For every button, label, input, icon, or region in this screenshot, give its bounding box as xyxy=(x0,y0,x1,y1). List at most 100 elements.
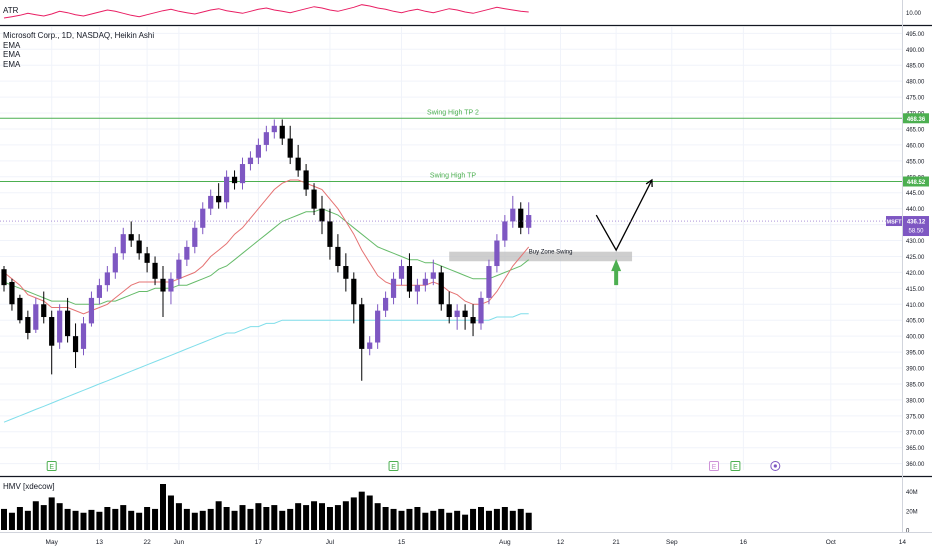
candle-body[interactable] xyxy=(168,278,174,292)
candle-body[interactable] xyxy=(279,125,285,139)
candle-body[interactable] xyxy=(255,144,261,158)
last-price-tag[interactable] xyxy=(903,216,929,237)
candle-body[interactable] xyxy=(414,285,420,292)
candle-body[interactable] xyxy=(239,164,246,184)
candle-body[interactable] xyxy=(152,262,158,279)
candle-body[interactable] xyxy=(446,304,452,318)
candle-body[interactable] xyxy=(25,317,31,333)
level-tag-2[interactable] xyxy=(903,176,929,187)
candle-body[interactable] xyxy=(319,208,325,222)
volume-bar xyxy=(287,508,294,530)
candle-body[interactable] xyxy=(343,266,349,279)
up-arrow-icon[interactable] xyxy=(611,259,622,286)
projection-path[interactable] xyxy=(595,179,653,252)
candle-body[interactable] xyxy=(160,278,166,292)
volume-bar xyxy=(215,501,222,530)
candle-body[interactable] xyxy=(231,176,238,184)
candle-body[interactable] xyxy=(375,310,381,343)
candle-body[interactable] xyxy=(1,269,7,286)
candle-body[interactable] xyxy=(502,221,508,241)
candle-body[interactable] xyxy=(17,297,23,321)
level-tag-1[interactable] xyxy=(903,113,929,124)
candle-body[interactable] xyxy=(295,157,301,171)
candle-body[interactable] xyxy=(390,278,397,298)
volume-bar xyxy=(96,511,103,530)
candle-body[interactable] xyxy=(359,304,365,349)
candle-body[interactable] xyxy=(335,246,341,267)
candle-body[interactable] xyxy=(216,195,222,203)
time-tick: 14 xyxy=(899,539,907,546)
indicator-ema-3[interactable]: EMA xyxy=(3,59,21,69)
symbol-title[interactable]: Microsoft Corp., 1D, NASDAQ, Heikin Ashi xyxy=(3,31,155,40)
candle-body[interactable] xyxy=(271,125,277,133)
candle-body[interactable] xyxy=(454,310,460,318)
candle-body[interactable] xyxy=(184,246,190,260)
candle-body[interactable] xyxy=(192,227,198,247)
candle-body[interactable] xyxy=(112,253,118,273)
candle-body[interactable] xyxy=(144,253,150,263)
volume-bar xyxy=(454,510,461,530)
projection-drawing[interactable] xyxy=(595,178,653,286)
candle-body[interactable] xyxy=(65,310,71,337)
event-markers[interactable]: E E EE xyxy=(46,461,781,472)
candle-body[interactable] xyxy=(311,189,317,209)
candle-body[interactable] xyxy=(406,266,413,292)
candle-body[interactable] xyxy=(351,278,357,305)
ema-fast-line xyxy=(3,179,530,315)
candle-body[interactable] xyxy=(41,304,47,318)
candle-body[interactable] xyxy=(462,310,468,318)
volume-bar xyxy=(279,510,286,530)
candle-body[interactable] xyxy=(327,221,333,247)
candle-body[interactable] xyxy=(367,342,373,349)
candle-body[interactable] xyxy=(398,266,405,279)
candle-body[interactable] xyxy=(128,234,134,241)
candle-body[interactable] xyxy=(494,240,500,267)
candle-body[interactable] xyxy=(303,170,309,190)
candle-body[interactable] xyxy=(33,304,39,330)
volume-bar xyxy=(390,508,397,530)
future-earnings-icon[interactable] xyxy=(709,461,719,471)
candle-body[interactable] xyxy=(72,336,79,353)
indicator-ema-1[interactable]: EMA xyxy=(3,40,21,50)
candle-body[interactable] xyxy=(96,285,102,298)
price-tick: 490.00 xyxy=(906,48,925,54)
hmv-label[interactable]: HMV [xdecow] xyxy=(3,482,55,491)
candle-body[interactable] xyxy=(526,215,532,228)
earnings-icon[interactable] xyxy=(730,461,741,471)
pane-frames xyxy=(0,0,932,533)
price-tick: 410.00 xyxy=(906,303,925,309)
symbol-tag[interactable] xyxy=(886,216,902,227)
candles[interactable] xyxy=(1,119,532,381)
candle-body[interactable] xyxy=(486,266,492,298)
candle-body[interactable] xyxy=(9,281,15,305)
candle-body[interactable] xyxy=(518,208,524,228)
candle-body[interactable] xyxy=(430,272,436,279)
earnings-icon[interactable] xyxy=(388,461,399,471)
candle-body[interactable] xyxy=(470,317,476,324)
candle-body[interactable] xyxy=(263,132,269,145)
candle-body[interactable] xyxy=(88,297,95,324)
earnings-icon[interactable] xyxy=(46,461,57,471)
indicator-ema-2[interactable]: EMA xyxy=(3,50,21,59)
candle-body[interactable] xyxy=(57,310,63,343)
candle-body[interactable] xyxy=(224,176,230,203)
candle-body[interactable] xyxy=(287,138,293,158)
candle-body[interactable] xyxy=(510,208,516,222)
candle-body[interactable] xyxy=(438,272,444,305)
candle-body[interactable] xyxy=(176,259,182,279)
candle-body[interactable] xyxy=(383,297,389,311)
buy-zone-box[interactable] xyxy=(449,251,633,262)
candle-body[interactable] xyxy=(478,297,484,324)
candle-body[interactable] xyxy=(208,195,214,209)
candle-body[interactable] xyxy=(422,278,428,286)
candle-body[interactable] xyxy=(120,234,126,254)
candle-body[interactable] xyxy=(247,157,254,165)
candle-body[interactable] xyxy=(136,240,142,254)
candle-body[interactable] xyxy=(49,317,55,346)
candle-body[interactable] xyxy=(200,208,206,228)
price-tick: 465.00 xyxy=(906,127,925,133)
volume-bar xyxy=(32,501,39,530)
candle-body[interactable] xyxy=(104,272,110,286)
candle-body[interactable] xyxy=(80,323,87,349)
